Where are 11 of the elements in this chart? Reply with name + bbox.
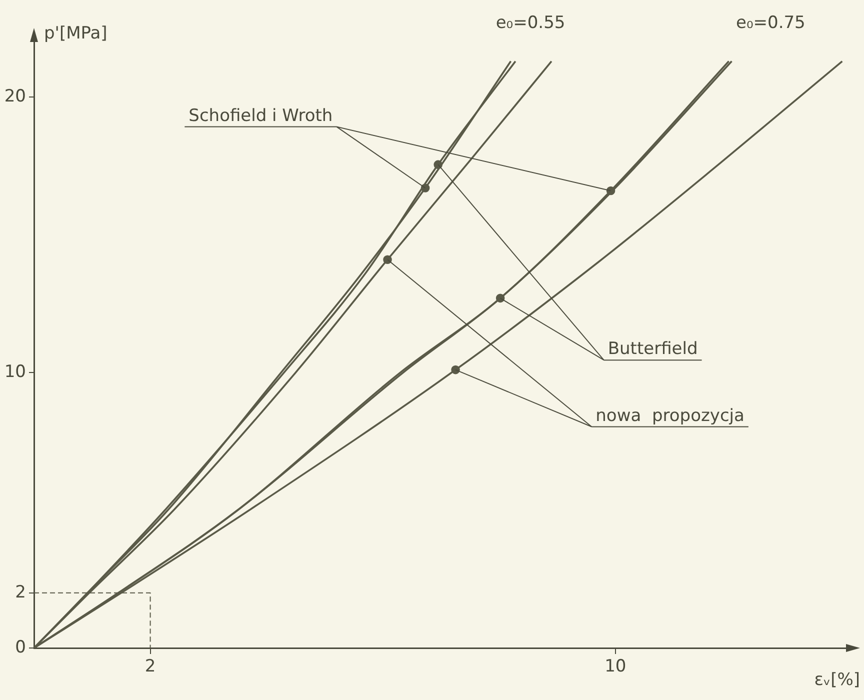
- y-tick-label: 20: [4, 86, 26, 107]
- text: Schofield i Wroth: [188, 106, 333, 126]
- text: e₀=0.75: [736, 13, 806, 34]
- x-axis-title: εᵥ[%]: [814, 670, 860, 690]
- y-tick-label: 2: [15, 582, 26, 602]
- y-axis-title: p'[MPa]: [44, 23, 108, 44]
- text: nowa propozycja: [596, 406, 744, 426]
- text: Butterfield: [608, 339, 698, 360]
- y-tick-label: 10: [4, 362, 26, 382]
- y-tick-label: 0: [15, 637, 26, 658]
- text: e₀=0.55: [496, 13, 566, 34]
